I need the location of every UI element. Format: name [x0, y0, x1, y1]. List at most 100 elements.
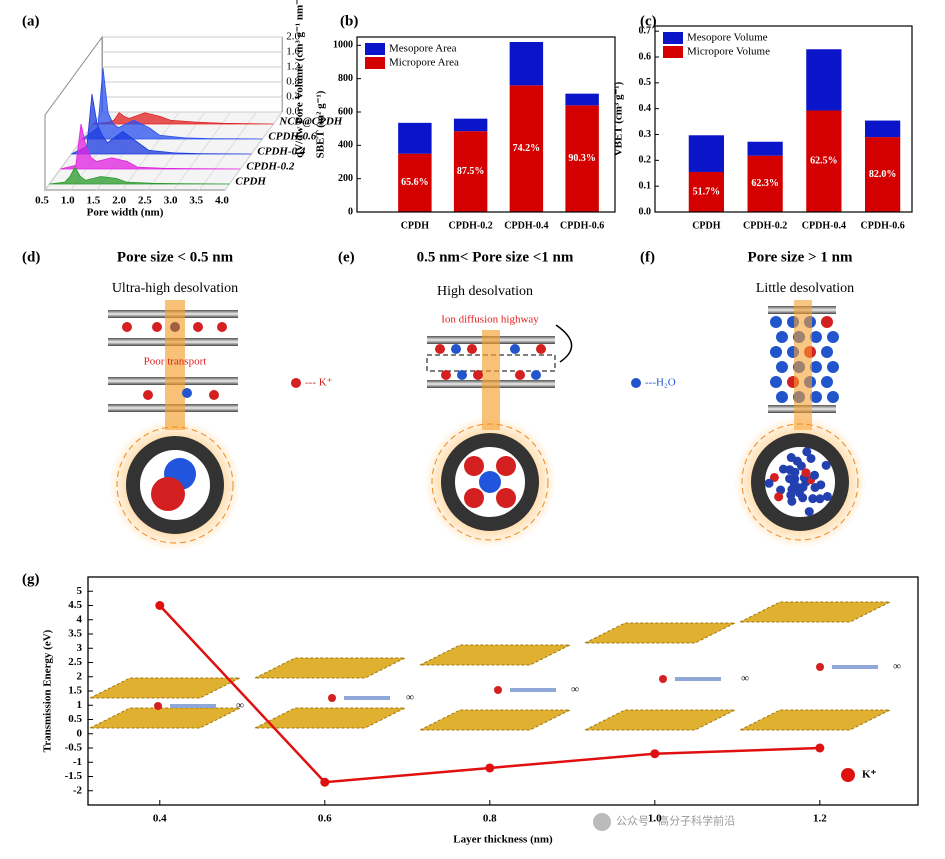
percent-label: 74.2%	[513, 143, 541, 154]
panel-subtitle: Little desolvation	[756, 281, 854, 296]
x-grid	[224, 111, 283, 191]
ion	[816, 480, 826, 490]
percent-label: 62.3%	[751, 178, 779, 189]
panel-d: (d) Pore size < 0.5 nm Ultra-high desolv…	[22, 249, 241, 551]
legend-swatch	[663, 46, 683, 58]
bar-segment	[398, 153, 432, 212]
y-tick-label: 2	[77, 670, 83, 682]
panel-title: Pore size < 0.5 nm	[117, 249, 234, 265]
x-tick-label: 0.8	[483, 813, 497, 825]
ion	[827, 391, 839, 403]
percent-label: 87.5%	[457, 166, 485, 177]
bar-segment	[565, 93, 599, 106]
series-label: CPDH-0.6	[268, 131, 316, 143]
arrow	[555, 324, 573, 363]
y-axis-label: SBET (m² g⁻¹)	[315, 90, 327, 158]
point	[650, 749, 660, 759]
bar-segment	[865, 137, 901, 212]
percent-label: 62.5%	[810, 156, 838, 167]
graphene-layer	[739, 709, 891, 731]
note: Poor transport	[144, 356, 207, 368]
ion	[770, 346, 782, 358]
annotation: ∞	[741, 673, 749, 685]
ions	[122, 322, 227, 400]
y-tick-label: 4	[77, 613, 83, 625]
series-label: CPDH	[235, 176, 266, 188]
ion	[151, 477, 185, 511]
legend-label: Mesopore Volume	[687, 32, 768, 44]
x-tick-label: CPDH	[401, 220, 430, 231]
ion	[789, 479, 799, 489]
graphene-layer	[89, 707, 241, 729]
ion	[821, 346, 833, 358]
legend-marker	[291, 378, 301, 388]
panel-label: (a)	[22, 13, 40, 29]
legend-marker	[841, 768, 855, 782]
y-axis-label: Transmission Energy (eV)	[42, 629, 54, 752]
ion	[764, 478, 774, 488]
point	[815, 743, 825, 753]
y-tick-label: -1.5	[65, 770, 83, 782]
note: Ion diffusion highway	[441, 314, 539, 326]
plot-frame	[87, 576, 919, 806]
graphene-layer	[739, 601, 891, 623]
bar-segment	[747, 155, 783, 212]
annotation: ∞	[406, 692, 414, 704]
z-tick-label: 1.2	[286, 61, 300, 73]
panel-1: (b) 0 200 400 600 800 1000 CPDH 65.6% CPDH-0.2 87.…	[315, 13, 616, 231]
ion	[810, 391, 822, 403]
ion	[810, 361, 822, 373]
y-tick-label: 1000	[333, 40, 353, 51]
ion	[778, 464, 788, 474]
ion	[810, 331, 822, 343]
series-area	[93, 112, 274, 125]
x-tick-label: 1.0	[648, 813, 662, 825]
ion	[328, 694, 336, 702]
legend-marker	[631, 378, 641, 388]
panel-label: (c)	[640, 13, 657, 29]
x-tick-label: 0.4	[153, 813, 167, 825]
z-tick-label: 0.8	[286, 76, 300, 88]
annotation: ∞	[236, 700, 244, 712]
y-tick-label: 0.7	[639, 25, 652, 36]
legend-label: Micropore Area	[389, 57, 459, 69]
panel-title: Pore size > 1 nm	[748, 249, 853, 265]
y-tick-label: 0	[348, 206, 353, 217]
percent-label: 82.0%	[869, 169, 897, 180]
ion	[804, 507, 814, 517]
ion	[776, 485, 786, 495]
beam	[482, 330, 500, 430]
y-tick-label: 0.6	[639, 51, 652, 62]
bar-segment	[453, 131, 488, 212]
point	[485, 763, 495, 773]
series-area	[49, 166, 230, 185]
x-tick-label: CPDH-0.2	[743, 220, 787, 231]
x-tick-label: 2.0	[112, 195, 126, 207]
bar-segment	[688, 171, 724, 212]
bar-segment	[509, 42, 544, 86]
x-grid	[173, 111, 232, 191]
bar-segment	[398, 122, 432, 154]
ion	[827, 331, 839, 343]
dashed-ring	[431, 423, 549, 541]
ion	[182, 388, 192, 398]
point	[155, 601, 165, 610]
x-axis-label: Pore width (nm)	[87, 207, 164, 219]
x-tick-label: 0.5	[35, 195, 49, 207]
panel-label: (d)	[22, 249, 40, 265]
bar-segment	[806, 49, 842, 111]
legend-text: ---H₂O	[645, 377, 676, 389]
graphene-layer	[89, 677, 241, 699]
series-label: NCD@CPDH	[278, 116, 342, 128]
ion	[776, 331, 788, 343]
y-tick-label: 3	[77, 642, 83, 654]
legend-swatch	[663, 32, 683, 44]
x-tick-label: CPDH-0.6	[861, 220, 905, 231]
ions	[435, 344, 546, 380]
ion	[787, 496, 797, 506]
ion	[815, 494, 825, 504]
x-tick-label: CPDH	[692, 220, 721, 231]
ion	[822, 491, 832, 501]
bar-segment	[565, 105, 599, 212]
